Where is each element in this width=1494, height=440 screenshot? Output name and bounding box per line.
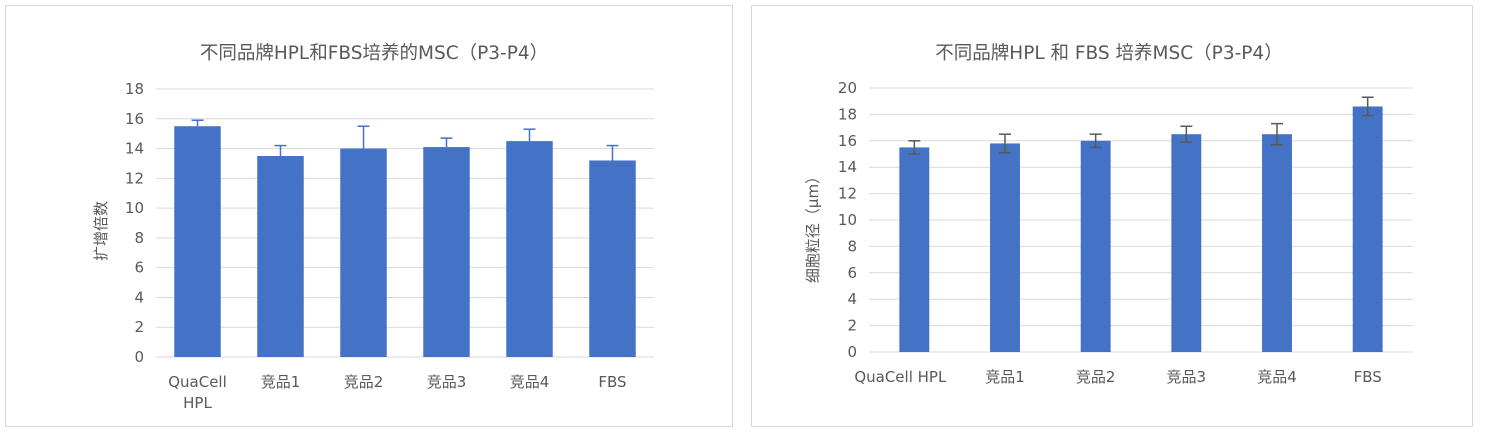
y-tick-label: 10 xyxy=(125,199,144,217)
y-tick-label: 12 xyxy=(125,169,144,187)
x-tick-label: 竞品2 xyxy=(1076,368,1116,386)
chart-panel-expansion: 不同品牌HPL和FBS培养的MSC（P3-P4） 扩增倍数 0 2 4 6 8 10 12 1… xyxy=(5,5,733,427)
y-tick-label: 8 xyxy=(847,237,857,255)
y-tick-label: 0 xyxy=(134,348,144,366)
x-tick-label: 竞品3 xyxy=(1167,368,1207,386)
y-tick-label: 16 xyxy=(838,132,857,150)
y-tick-label: 10 xyxy=(838,211,857,229)
bar xyxy=(1352,106,1383,352)
y-tick-label: 18 xyxy=(125,80,144,98)
x-tick-label: 竞品4 xyxy=(1257,368,1297,386)
x-tick-label: FBS xyxy=(598,373,626,391)
y-tick-label: 12 xyxy=(838,185,857,203)
y-tick-label: 16 xyxy=(125,110,144,128)
y-tick-label: 14 xyxy=(838,158,857,176)
bar xyxy=(1262,134,1292,352)
x-tick-label: 竞品1 xyxy=(261,373,301,391)
y-tick-label: 0 xyxy=(847,343,857,361)
chart-panel-cell-size: 不同品牌HPL 和 FBS 培养MSC（P3-P4） 细胞粒径（μm） 0 2 4 6… xyxy=(751,5,1473,427)
y-tick-label: 20 xyxy=(838,79,857,97)
x-tick-label: HPL xyxy=(183,394,212,412)
y-tick-label: 6 xyxy=(134,259,144,277)
x-tick-label: 竞品4 xyxy=(510,373,550,391)
y-axis-label: 扩增倍数 xyxy=(92,201,110,261)
y-tick-label: 2 xyxy=(847,317,857,335)
chart-title: 不同品牌HPL 和 FBS 培养MSC（P3-P4） xyxy=(935,43,1282,64)
y-tick-label: 6 xyxy=(847,264,857,282)
bar xyxy=(990,143,1020,352)
chart-title: 不同品牌HPL和FBS培养的MSC（P3-P4） xyxy=(200,43,548,64)
bar xyxy=(899,147,930,352)
chart-expansion-fold: 不同品牌HPL和FBS培养的MSC（P3-P4） 扩增倍数 0 2 4 6 8 10 12 1… xyxy=(92,43,654,412)
x-tick-label: QuaCell HPL xyxy=(854,368,947,386)
y-axis-label: 细胞粒径（μm） xyxy=(804,169,822,283)
x-tick-label: QuaCell xyxy=(168,373,227,391)
y-tick-label: 4 xyxy=(134,288,144,306)
chart-cell-diameter: 不同品牌HPL 和 FBS 培养MSC（P3-P4） 细胞粒径（μm） 0 2 4 6… xyxy=(804,43,1413,386)
y-tick-label: 14 xyxy=(125,140,144,158)
x-tick-label: 竞品1 xyxy=(985,368,1025,386)
y-tick-label: 2 xyxy=(134,318,144,336)
bar xyxy=(423,147,470,357)
y-tick-label: 18 xyxy=(838,105,857,123)
bar xyxy=(506,141,553,357)
bar xyxy=(257,156,304,357)
bar xyxy=(1171,134,1202,352)
y-tick-label: 8 xyxy=(134,229,144,247)
x-tick-label: 竞品2 xyxy=(344,373,384,391)
bar xyxy=(174,126,221,357)
y-tick-label: 4 xyxy=(847,290,857,308)
x-tick-label: FBS xyxy=(1354,368,1382,386)
x-tick-label: 竞品3 xyxy=(427,373,467,391)
bar xyxy=(340,148,387,357)
bar xyxy=(589,160,636,357)
bar xyxy=(1080,140,1111,352)
